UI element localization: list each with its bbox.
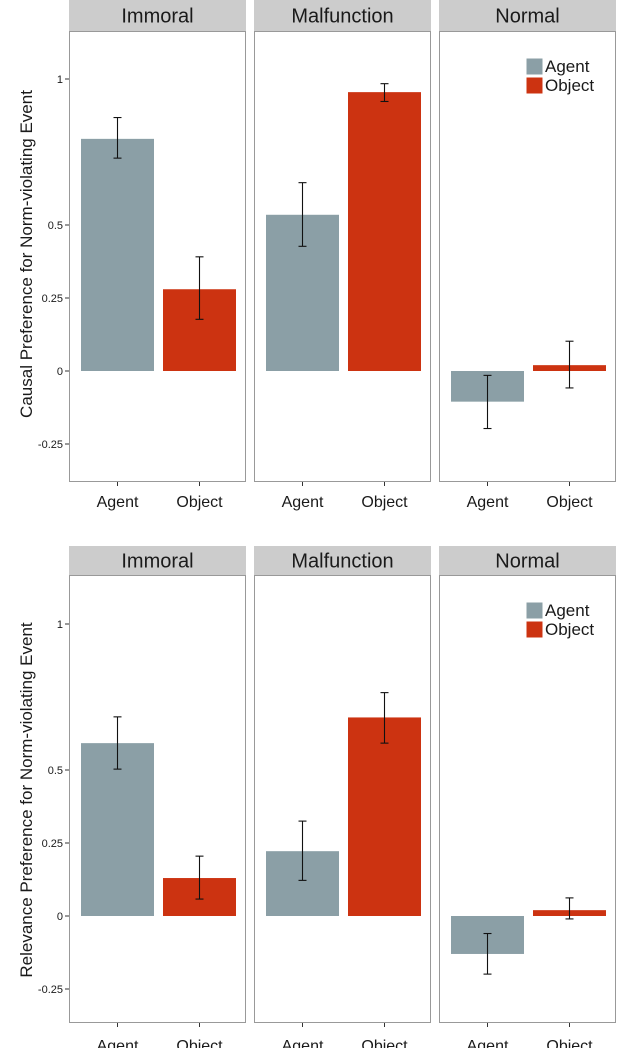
error-bar-normal-agent [483,932,492,975]
panel-border [439,31,616,482]
error-bar-malfunction-object [380,83,389,103]
bar-malfunction-object [348,92,421,371]
y-tick-label: 0 [57,911,63,923]
error-bar-normal-object [565,340,574,389]
facet-strip-label: Normal [495,6,559,28]
error-bar-normal-object [565,897,574,920]
bar-immoral-agent [81,743,154,916]
x-tick-label: Agent [467,1038,509,1048]
chart-1: Causal Preference for Norm-violating Eve… [17,0,616,511]
x-tick-label: Agent [97,1038,139,1048]
y-tick-label: 0.5 [48,220,63,232]
error-bar-immoral-agent [113,716,122,770]
x-tick-label: Agent [282,1038,324,1048]
legend-swatch-object [525,620,544,639]
facet-strip-label: Normal [495,551,559,573]
x-tick-label: Object [546,1038,593,1048]
y-axis-label: Relevance Preference for Norm-violating … [17,622,36,978]
bar-malfunction-object [348,717,421,916]
y-tick-label: -0.25 [38,984,63,996]
facet-strip-label: Immoral [121,6,193,28]
facet-strip [254,0,431,31]
facet-strip [254,546,431,575]
x-tick-label: Agent [97,494,139,511]
facet-panel-malfunction: Malfunction Agent Object [254,546,431,1053]
y-tick-label: 1 [57,74,63,86]
facet-strip-label: Malfunction [291,551,393,573]
y-tick-label: 0.25 [42,293,63,305]
y-axis-label: Causal Preference for Norm-violating Eve… [17,90,36,418]
y-tick-label: 0 [57,366,63,378]
error-bar-immoral-object [195,855,204,900]
legend-swatch-agent [525,601,544,620]
y-tick-label: -0.25 [38,439,63,451]
y-tick-label: 1 [57,619,63,631]
error-bar-normal-agent [483,374,492,430]
error-bar-malfunction-agent [298,820,307,881]
x-tick-label: Agent [282,494,324,511]
facet-panel-immoral: Immoral Agent Object [69,0,246,511]
bar-immoral-agent [81,138,154,371]
facet-strip-label: Immoral [121,551,193,573]
legend-swatch-agent [525,57,544,76]
x-tick-label: Agent [467,494,509,511]
facet-strip [439,546,616,575]
error-bar-immoral-agent [113,116,122,159]
facet-panel-malfunction: Malfunction Agent Object [254,0,431,511]
x-tick-label: Object [176,1038,223,1048]
y-tick-label: 0.25 [42,838,63,850]
x-tick-label: Object [361,494,408,511]
facet-strip-label: Malfunction [291,6,393,28]
error-bar-immoral-object [195,256,204,320]
y-tick-label: 0.5 [48,765,63,777]
error-bar-malfunction-object [380,692,389,744]
legend-label-agent: Agent [545,601,590,620]
facet-strip [69,0,246,31]
panel-border [439,575,616,1023]
facet-strip [439,0,616,31]
facet-strip [69,546,246,575]
facet-panel-immoral: Immoral Agent Object [69,546,246,1053]
x-tick-label: Object [546,494,593,511]
error-bar-malfunction-agent [298,182,307,247]
legend-label-object: Object [545,620,594,639]
legend-label-object: Object [545,76,594,95]
legend-swatch-object [525,76,544,95]
x-tick-label: Object [361,1038,408,1048]
legend-label-agent: Agent [545,57,590,76]
chart-2: Relevance Preference for Norm-violating … [17,546,616,1053]
x-tick-label: Object [176,494,223,511]
